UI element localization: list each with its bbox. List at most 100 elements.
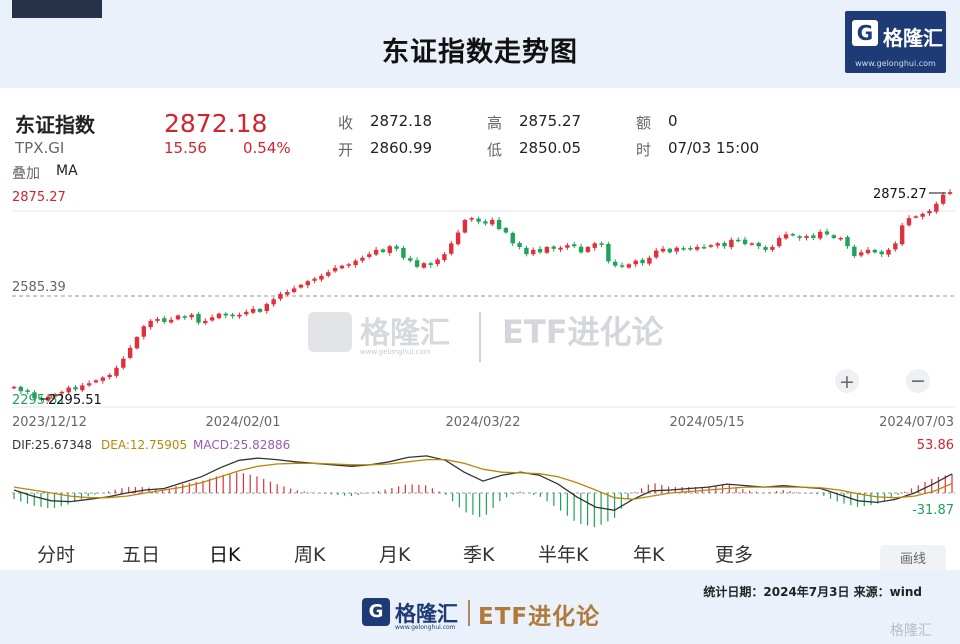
candle (722, 242, 727, 247)
candle (947, 192, 953, 194)
candle (271, 299, 276, 305)
candle (346, 264, 351, 266)
candle (838, 237, 843, 240)
candle (736, 239, 741, 242)
candle (681, 248, 686, 250)
candle (831, 235, 837, 238)
logo-url: www.gelonghui.com (855, 59, 936, 68)
tab-bannian[interactable]: 半年K (538, 544, 589, 566)
candle (886, 249, 891, 255)
header: 东证指数走势图 G 格隆汇 www.gelonghui.com (0, 0, 960, 88)
candle (237, 314, 242, 317)
amount-label: 额 (636, 114, 652, 132)
candle (141, 326, 147, 337)
candle (189, 314, 194, 318)
tab-niank[interactable]: 年K (633, 544, 665, 566)
candle (291, 288, 297, 293)
candle (852, 246, 857, 256)
candle (770, 246, 775, 250)
candle (428, 263, 433, 265)
candle (52, 394, 58, 397)
candle (455, 232, 461, 245)
watermark: 格隆汇 www.gelonghui.com ETF进化论 (308, 312, 665, 362)
macd-label: MACD:25.82886 (193, 438, 290, 452)
candle (688, 247, 693, 250)
tab-more[interactable]: 更多 (715, 544, 754, 566)
amount-value: 0 (668, 112, 678, 130)
zoom-in-icon: + (839, 371, 855, 393)
close-label: 收 (338, 114, 354, 132)
candle (435, 259, 440, 265)
change: 15.56 (164, 139, 207, 157)
low-value: 2850.05 (519, 139, 582, 157)
tab-jik[interactable]: 季K (463, 544, 495, 566)
candle (223, 313, 228, 316)
candle (660, 248, 666, 252)
tab-zhouk[interactable]: 周K (294, 544, 326, 566)
candle (305, 281, 310, 286)
candle (360, 257, 365, 261)
logo-mark: G (852, 20, 878, 46)
zoom-in-button[interactable] (835, 369, 859, 393)
candle (715, 243, 720, 246)
candle (387, 246, 392, 253)
candle (59, 391, 65, 394)
candle (592, 243, 597, 248)
candle (783, 234, 789, 239)
candle (45, 396, 51, 401)
page-title: 东证指数走势图 (382, 37, 578, 68)
candle (442, 254, 447, 261)
candle (763, 247, 768, 250)
watermark-etf: ETF进化论 (502, 313, 665, 351)
footer-etf-logo: ETF进化论 (478, 604, 601, 630)
dea-line (13, 458, 953, 500)
candle (599, 243, 604, 245)
candle (449, 243, 454, 254)
candle (776, 237, 782, 247)
candle (695, 246, 700, 250)
candle (66, 387, 71, 393)
candle (244, 311, 249, 315)
min-annotation: 2295.51 (48, 393, 102, 408)
candle (940, 194, 946, 204)
zoom-out-button[interactable] (906, 369, 930, 393)
candle (127, 347, 133, 358)
candle (701, 246, 707, 249)
open-label: 开 (338, 141, 354, 159)
candle (312, 278, 317, 281)
candle (674, 247, 679, 252)
candle (790, 233, 796, 236)
candle (858, 252, 864, 256)
dif-label: DIF:25.67348 (12, 438, 92, 452)
tab-wuri[interactable]: 五日 (122, 544, 161, 566)
candle (155, 319, 160, 321)
candle (667, 248, 673, 253)
candle (257, 308, 263, 312)
overlay-label[interactable]: 叠加 (12, 166, 40, 182)
candle (879, 251, 884, 255)
y-low-label: 2295.51 (12, 393, 66, 408)
candle (893, 243, 898, 250)
zoom-out-icon: − (910, 370, 926, 392)
x-tick-label: 2023/12/12 (12, 415, 87, 430)
tab-fenshi[interactable]: 分时 (37, 544, 76, 566)
candle (319, 275, 324, 280)
watermark-name: 格隆汇 (360, 316, 450, 351)
tab-rik-active[interactable]: 日K (209, 544, 241, 566)
candle (209, 317, 215, 321)
candle (872, 249, 878, 253)
candle (654, 250, 659, 258)
candle (380, 249, 386, 253)
dif-line (13, 455, 953, 511)
overlay-ma[interactable]: MA (56, 163, 78, 179)
watermark-url: www.gelonghui.com (360, 348, 431, 356)
candle (25, 390, 30, 392)
tab-yuek[interactable]: 月K (379, 544, 411, 566)
candle (811, 235, 816, 238)
logo-name: 格隆汇 (883, 26, 943, 50)
candle (367, 254, 372, 257)
y-mid-label: 2585.39 (12, 280, 66, 295)
candle (148, 320, 153, 328)
dea-label: DEA:12.75905 (101, 438, 187, 452)
